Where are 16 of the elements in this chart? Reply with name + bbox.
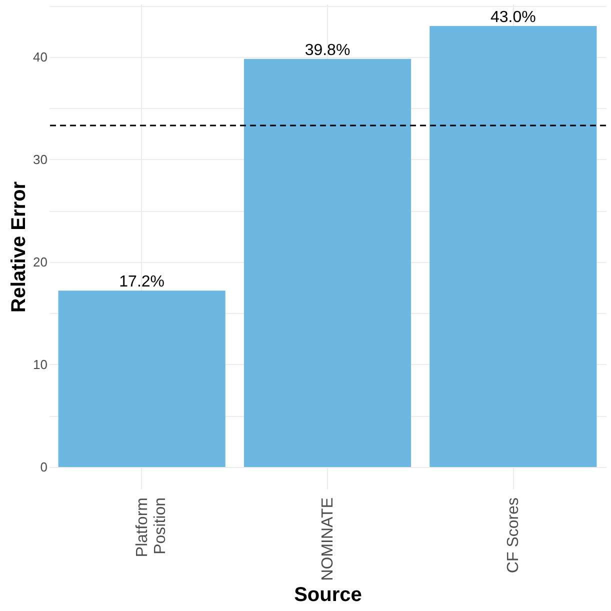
- y-axis-title: Relative Error: [8, 181, 30, 313]
- y-tick-label: 30: [33, 152, 48, 167]
- x-tick-label: CF Scores: [505, 498, 522, 574]
- data-label: 43.0%: [490, 9, 536, 26]
- bar: [244, 58, 412, 467]
- y-tick-label: 40: [33, 49, 48, 64]
- data-label: 17.2%: [119, 274, 165, 291]
- x-axis-title: Source: [294, 584, 362, 606]
- bar: [430, 26, 597, 467]
- y-tick-label: 10: [33, 356, 48, 372]
- y-tick-label: 0: [40, 459, 48, 474]
- data-label: 39.8%: [304, 42, 350, 59]
- bar: [58, 290, 226, 467]
- y-tick-label: 20: [33, 254, 48, 270]
- x-tick-label: NOMINATE: [320, 498, 336, 581]
- x-tick-label: Platform Position: [134, 498, 169, 558]
